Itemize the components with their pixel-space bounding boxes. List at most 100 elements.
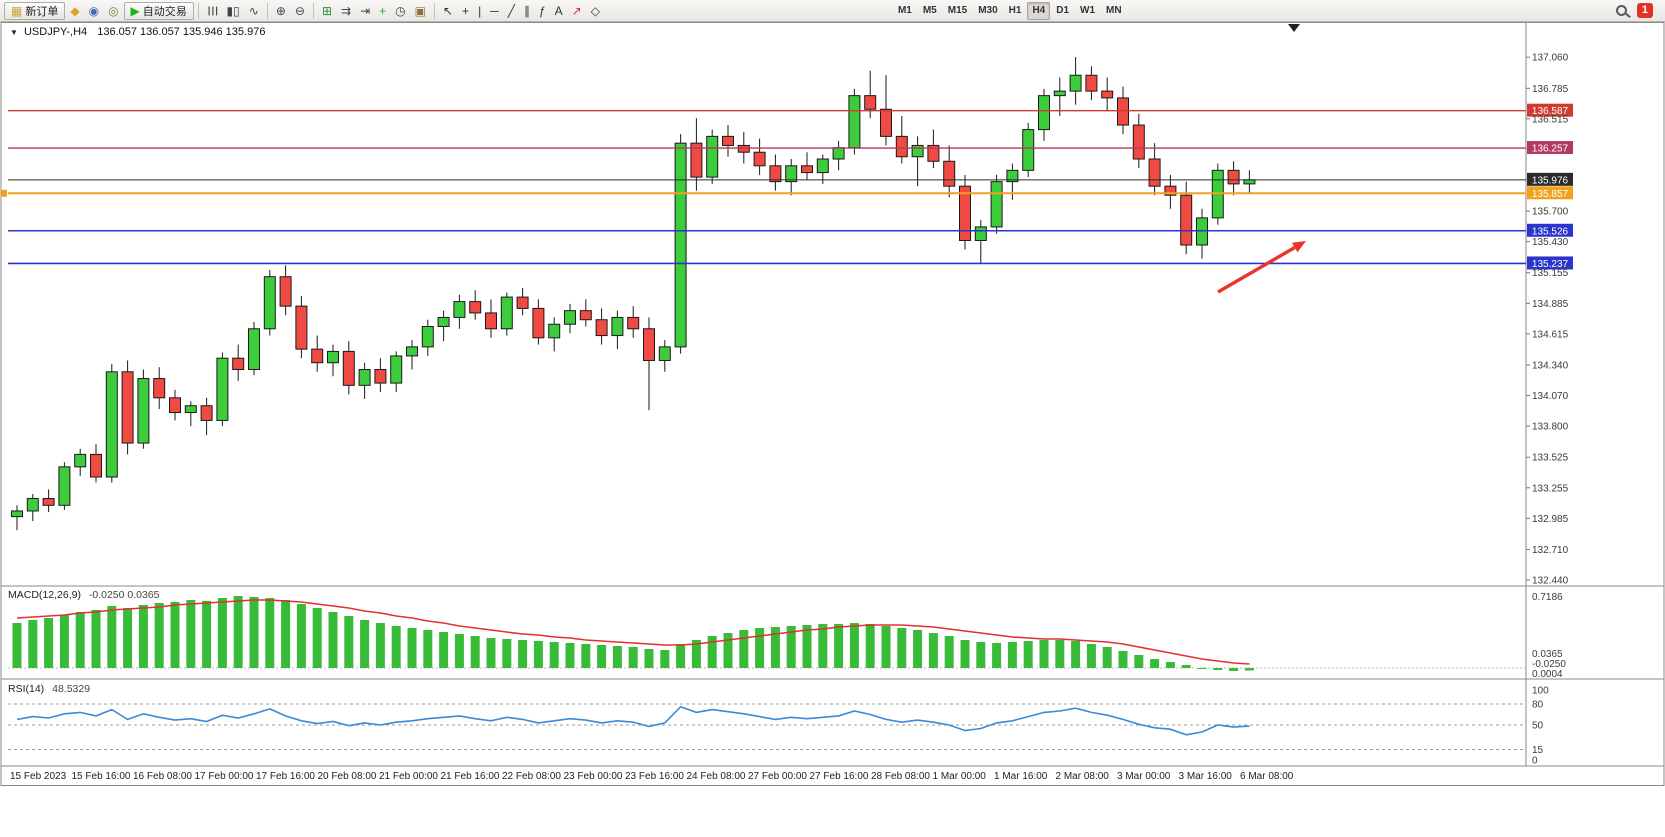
- macd-bar: [628, 647, 638, 668]
- time-axis[interactable]: 15 Feb 2023 15 Feb 16:00 16 Feb 08:00 17 Fe…: [10, 771, 1294, 782]
- toolbar: ▦ 新订单 ◆ ◉ ◎ ▶ 自动交易 ☰ ▮▯ ∿ ⊕ ⊖ ⊞ ⇉ ⇥ + ◷ ▣ ↖ + | ─ ╱ ∥ ƒ A ↗ ◇ …: [0, 0, 1665, 22]
- arrows-icon: ↗: [571, 3, 582, 18]
- tile-windows-button[interactable]: ⊞: [318, 2, 336, 20]
- timeframe-m1-button[interactable]: M1: [893, 2, 917, 20]
- svg-text:136.587: 136.587: [1532, 106, 1569, 117]
- orange-line-anchor: [1, 189, 7, 197]
- zoom-in-button[interactable]: ⊕: [272, 2, 290, 20]
- macd-bar: [391, 626, 401, 668]
- price-axis: 137.060 136.785 136.515 135.700 135.430 135.1…: [1526, 53, 1569, 587]
- candle-body: [342, 350, 355, 386]
- price-badge: [1527, 223, 1573, 237]
- macd-bar: [328, 612, 338, 668]
- rsi-value: 48.5329: [52, 683, 91, 695]
- macd-bar: [644, 649, 654, 668]
- text-button[interactable]: A: [551, 2, 567, 20]
- macd-bar: [739, 630, 749, 668]
- candle-body: [1085, 74, 1098, 92]
- macd-bar: [107, 606, 117, 668]
- candle-body: [500, 296, 513, 330]
- print-icon: ◉: [88, 3, 100, 18]
- channel-button[interactable]: ∥: [520, 2, 534, 20]
- macd-bar: [944, 636, 954, 668]
- timeframe-h4-button[interactable]: H4: [1027, 1, 1051, 20]
- alert-button[interactable]: ◆: [66, 2, 83, 20]
- price-badge: [1527, 172, 1573, 186]
- templates-button[interactable]: ▣: [411, 2, 430, 20]
- chart-shift-marker[interactable]: [1288, 24, 1300, 32]
- zoom-out-button[interactable]: ⊖: [291, 2, 309, 20]
- annotation-arrow[interactable]: [1217, 246, 1296, 294]
- macd-values: -0.0250 0.0365: [88, 589, 160, 601]
- macd-bar: [1055, 640, 1065, 668]
- price-axis-label: 134.615: [1532, 329, 1569, 340]
- macd-bar: [691, 640, 701, 668]
- candles: [11, 57, 1256, 531]
- time-axis-label: 24 Feb 08:00: [687, 771, 746, 782]
- macd-bar: [1229, 668, 1239, 671]
- periods-button[interactable]: ◷: [391, 2, 409, 20]
- candle-body: [74, 453, 87, 468]
- candle-body: [564, 310, 576, 325]
- macd-bar: [549, 642, 559, 668]
- cursor-button[interactable]: ↖: [439, 2, 457, 20]
- timeframe-m5-button[interactable]: M5: [918, 2, 942, 20]
- candle-body: [911, 144, 924, 158]
- line-chart-button[interactable]: ∿: [245, 2, 263, 20]
- arrows-button[interactable]: ↗: [568, 2, 586, 20]
- crosshair-button[interactable]: +: [458, 2, 473, 20]
- auto-trading-label: 自动交易: [142, 5, 187, 18]
- trendline-button[interactable]: ╱: [504, 2, 519, 20]
- candle-body: [295, 305, 308, 350]
- candle-body: [611, 316, 624, 337]
- macd-bar: [518, 640, 528, 668]
- auto-scroll-button[interactable]: ⇉: [337, 2, 355, 20]
- macd-bar: [755, 628, 765, 668]
- macd-bar: [676, 644, 686, 668]
- rsi-name: RSI(14): [8, 683, 45, 695]
- tile-windows-icon: ⊞: [321, 3, 333, 18]
- new-order-button[interactable]: ▦ 新订单: [4, 1, 66, 20]
- annotation-arrowhead[interactable]: [1291, 241, 1306, 253]
- candle-body: [421, 326, 434, 348]
- print-button[interactable]: ◉: [85, 2, 103, 20]
- candle-chart-button[interactable]: ▮▯: [223, 2, 244, 20]
- macd-bar: [249, 597, 259, 668]
- macd-bar: [265, 598, 275, 668]
- timeframe-m30-button[interactable]: M30: [973, 2, 1002, 20]
- indicators-button[interactable]: +: [375, 2, 390, 20]
- price-axis-label: 135.155: [1532, 268, 1569, 279]
- crosshair-icon: +: [462, 3, 470, 18]
- price-axis-label: 132.985: [1532, 514, 1569, 525]
- timeframe-w1-button[interactable]: W1: [1075, 2, 1100, 20]
- vertical-line-button[interactable]: |: [474, 2, 485, 20]
- horizontal-line-button[interactable]: ─: [486, 2, 503, 20]
- candle-body: [1227, 169, 1240, 185]
- timeframe-d1-button[interactable]: D1: [1051, 2, 1074, 20]
- search-icon[interactable]: [1615, 5, 1627, 16]
- shapes-button[interactable]: ◇: [587, 2, 604, 20]
- macd-bar: [12, 623, 22, 668]
- timeframe-mn-button[interactable]: MN: [1101, 2, 1127, 20]
- price-axis-label: 133.525: [1532, 453, 1569, 464]
- bars-chart-button[interactable]: ☰: [203, 2, 222, 20]
- time-axis-label: 27 Feb 00:00: [748, 771, 807, 782]
- window-menu-icon[interactable]: ▼: [10, 27, 18, 37]
- price-badge: [1527, 186, 1573, 200]
- candle-body: [816, 158, 829, 174]
- fibonacci-button[interactable]: ƒ: [535, 2, 550, 20]
- timeframe-m15-button[interactable]: M15: [943, 2, 972, 20]
- auto-trading-button[interactable]: ▶ 自动交易: [123, 1, 194, 20]
- macd-bar: [786, 626, 796, 668]
- macd-bar: [375, 623, 385, 668]
- signal-button[interactable]: ◎: [104, 2, 122, 20]
- chart-shift-button[interactable]: ⇥: [356, 2, 374, 20]
- macd-bar: [217, 598, 227, 668]
- toolbar-right: 1: [1615, 3, 1661, 18]
- timeframe-h1-button[interactable]: H1: [1004, 2, 1027, 20]
- candle-body: [200, 405, 213, 421]
- macd-bar: [1071, 641, 1081, 668]
- notification-badge[interactable]: 1: [1636, 3, 1653, 18]
- candle-body: [105, 371, 118, 478]
